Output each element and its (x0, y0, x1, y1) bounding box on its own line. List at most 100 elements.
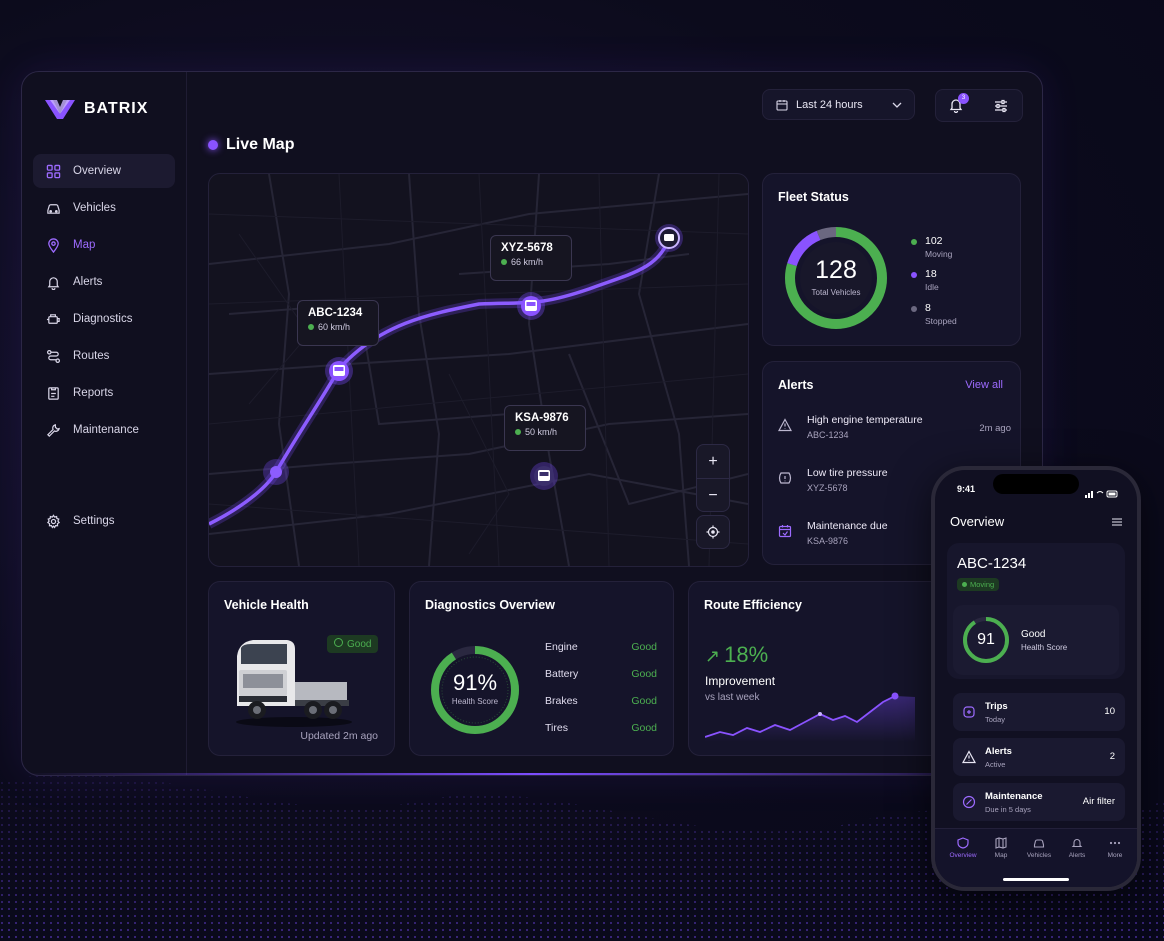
vehicle-tag-xyz-5678[interactable]: XYZ-5678 66 km/h (490, 235, 572, 281)
status-dot-icon (308, 324, 314, 330)
health-score-value: 91% (452, 670, 498, 695)
sidebar-item-label: Diagnostics (73, 313, 133, 325)
phone-row-trips[interactable]: Trips Today 10 (953, 693, 1125, 731)
phone-tab-more[interactable]: More (1097, 837, 1133, 859)
diag-status: Good (631, 722, 657, 734)
total-vehicles-label: Total Vehicles (811, 288, 861, 297)
sidebar-item-label: Routes (73, 350, 110, 362)
alert-item[interactable]: Low tire pressure XYZ-5678 (778, 467, 1008, 493)
sidebar-item-routes[interactable]: Routes (33, 339, 175, 373)
phone-health-sub: Health Score (1021, 643, 1068, 652)
map-icon (995, 837, 1007, 849)
diag-status: Good (631, 695, 657, 707)
warning-icon (778, 418, 792, 432)
report-icon (48, 386, 59, 400)
vehicle-tag-abc-1234[interactable]: ABC-1234 60 km/h (297, 300, 379, 346)
efficiency-label: Improvement (705, 674, 776, 688)
sidebar-item-diagnostics[interactable]: Diagnostics (33, 302, 175, 336)
card-title: Diagnostics Overview (425, 598, 555, 612)
legend-idle: 18 Idle (911, 268, 939, 292)
legend-count: 18 (925, 268, 937, 280)
sidebar-item-map[interactable]: Map (33, 228, 175, 262)
sidebar-item-settings[interactable]: Settings (33, 504, 175, 538)
zoom-in-button[interactable]: + (697, 445, 729, 479)
sliders-icon[interactable] (1111, 516, 1123, 528)
diag-status: Good (631, 641, 657, 653)
dot-wave-background (0, 774, 1164, 941)
status-dot-icon (501, 259, 507, 265)
row-value: Air filter (1082, 796, 1115, 807)
map-pin-icon (48, 237, 59, 253)
phone-row-maintenance[interactable]: Maintenance Due in 5 days Air filter (953, 783, 1125, 821)
sidebar-item-vehicles[interactable]: Vehicles (33, 191, 175, 225)
maintenance-icon (962, 795, 976, 809)
diag-status: Good (631, 668, 657, 680)
sidebar-item-maintenance[interactable]: Maintenance (33, 413, 175, 447)
row-value: 2 (1109, 751, 1115, 762)
maintenance-calendar-icon (778, 525, 792, 538)
vehicle-id: ABC-1234 (308, 307, 363, 319)
phone-status-icons (1085, 485, 1119, 503)
route-icon (46, 349, 61, 363)
diagnostic-row-brakes: Brakes Good (545, 695, 657, 707)
sidebar-item-label: Maintenance (73, 424, 139, 436)
legend-count: 102 (925, 235, 943, 247)
notifications-button[interactable]: 3 (948, 93, 969, 115)
sidebar-item-label: Reports (73, 387, 114, 399)
alert-title: Low tire pressure (807, 467, 888, 479)
phone-vehicle-status: Moving (957, 578, 1000, 591)
diag-label: Tires (545, 722, 568, 734)
idle-dot-icon (911, 272, 917, 278)
efficiency-sub: vs last week (705, 692, 760, 703)
diagnostics-ring-chart (431, 646, 519, 734)
diag-label: Engine (545, 641, 578, 653)
alert-item[interactable]: High engine temperature ABC-1234 2m ago (778, 414, 1011, 440)
phone-tab-map[interactable]: Map (983, 837, 1019, 859)
phone-tab-alerts[interactable]: Alerts (1059, 837, 1095, 859)
brand-name: BATRIX (84, 100, 149, 117)
filters-button[interactable] (993, 98, 1009, 119)
zoom-out-button[interactable]: − (708, 487, 718, 504)
vehicle-speed: 60 km/h (318, 322, 351, 332)
phone-notch (993, 474, 1079, 494)
legend-label: Idle (925, 282, 939, 292)
status-label: Moving (970, 580, 995, 589)
total-vehicles-value: 128 (815, 256, 857, 284)
legend-label: Stopped (925, 316, 957, 326)
brand-logo[interactable]: BATRIX (44, 98, 148, 120)
live-map[interactable]: ABC-1234 60 km/h XYZ-5678 66 km/h KSA-98… (208, 173, 749, 567)
car-icon (1033, 839, 1045, 848)
updated-time: Updated 2m ago (300, 730, 378, 742)
phone-tab-bar: Overview Map Vehicles Alerts More (935, 828, 1137, 887)
row-title: Trips (985, 701, 1008, 712)
sidebar: BATRIX Overview Vehicles Map Alerts Diag… (22, 72, 187, 775)
badge-label: Good (347, 639, 372, 650)
card-title: Alerts (778, 378, 814, 392)
phone-row-alerts[interactable]: Alerts Active 2 (953, 738, 1125, 776)
sidebar-item-label: Settings (73, 515, 115, 527)
sidebar-item-reports[interactable]: Reports (33, 376, 175, 410)
alert-item[interactable]: Maintenance due KSA-9876 (778, 520, 1008, 546)
row-title: Alerts (985, 746, 1012, 757)
home-shield-icon (957, 837, 969, 849)
sidebar-item-overview[interactable]: Overview (33, 154, 175, 188)
date-range-select[interactable]: Last 24 hours (762, 89, 915, 120)
engine-icon (46, 313, 60, 324)
route-efficiency-card: Route Efficiency ↗ 18% Improvement vs las… (688, 581, 953, 756)
sidebar-item-alerts[interactable]: Alerts (33, 265, 175, 299)
grid-icon (46, 164, 61, 178)
vehicle-id: XYZ-5678 (501, 242, 553, 254)
phone-health-label: Good (1021, 629, 1046, 640)
car-icon (47, 203, 60, 214)
locate-button[interactable] (696, 515, 730, 549)
vehicle-tag-ksa-9876[interactable]: KSA-9876 50 km/h (504, 405, 586, 451)
phone-tab-overview[interactable]: Overview (945, 837, 981, 859)
view-all-link[interactable]: View all (965, 379, 1003, 391)
status-dot-icon (515, 429, 521, 435)
phone-tab-vehicles[interactable]: Vehicles (1021, 837, 1057, 859)
map-streets (209, 174, 748, 566)
efficiency-value-row: ↗ 18% (705, 642, 768, 668)
tab-label: Map (994, 852, 1008, 859)
home-indicator (1003, 878, 1069, 881)
phone-vehicle-card[interactable]: ABC-1234 Moving 91 Good Health Score (947, 543, 1125, 679)
